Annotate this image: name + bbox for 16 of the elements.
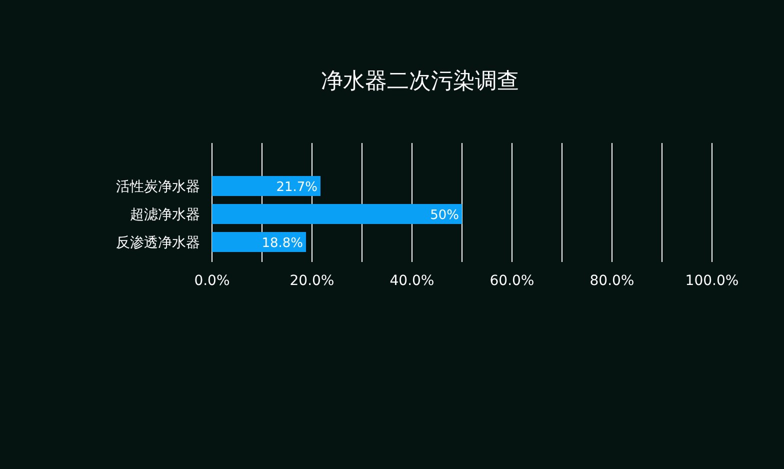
bar xyxy=(212,204,462,224)
x-tick-label: 20.0% xyxy=(290,273,334,289)
y-tick-label: 超滤净水器 xyxy=(130,207,200,223)
chart-title: 净水器二次污染调查 xyxy=(321,69,519,94)
x-tick-label: 40.0% xyxy=(390,273,434,289)
x-tick-label: 0.0% xyxy=(194,273,230,289)
y-tick-label: 反渗透净水器 xyxy=(116,235,200,251)
y-tick-label: 活性炭净水器 xyxy=(116,179,200,195)
x-tick-label: 80.0% xyxy=(590,273,634,289)
x-tick-label: 60.0% xyxy=(490,273,534,289)
x-tick-label: 100.0% xyxy=(685,273,739,289)
data-label: 18.8% xyxy=(262,236,303,251)
data-label: 21.7% xyxy=(276,180,318,195)
data-label: 50% xyxy=(430,208,459,223)
bar xyxy=(212,232,306,252)
bar xyxy=(212,176,320,196)
